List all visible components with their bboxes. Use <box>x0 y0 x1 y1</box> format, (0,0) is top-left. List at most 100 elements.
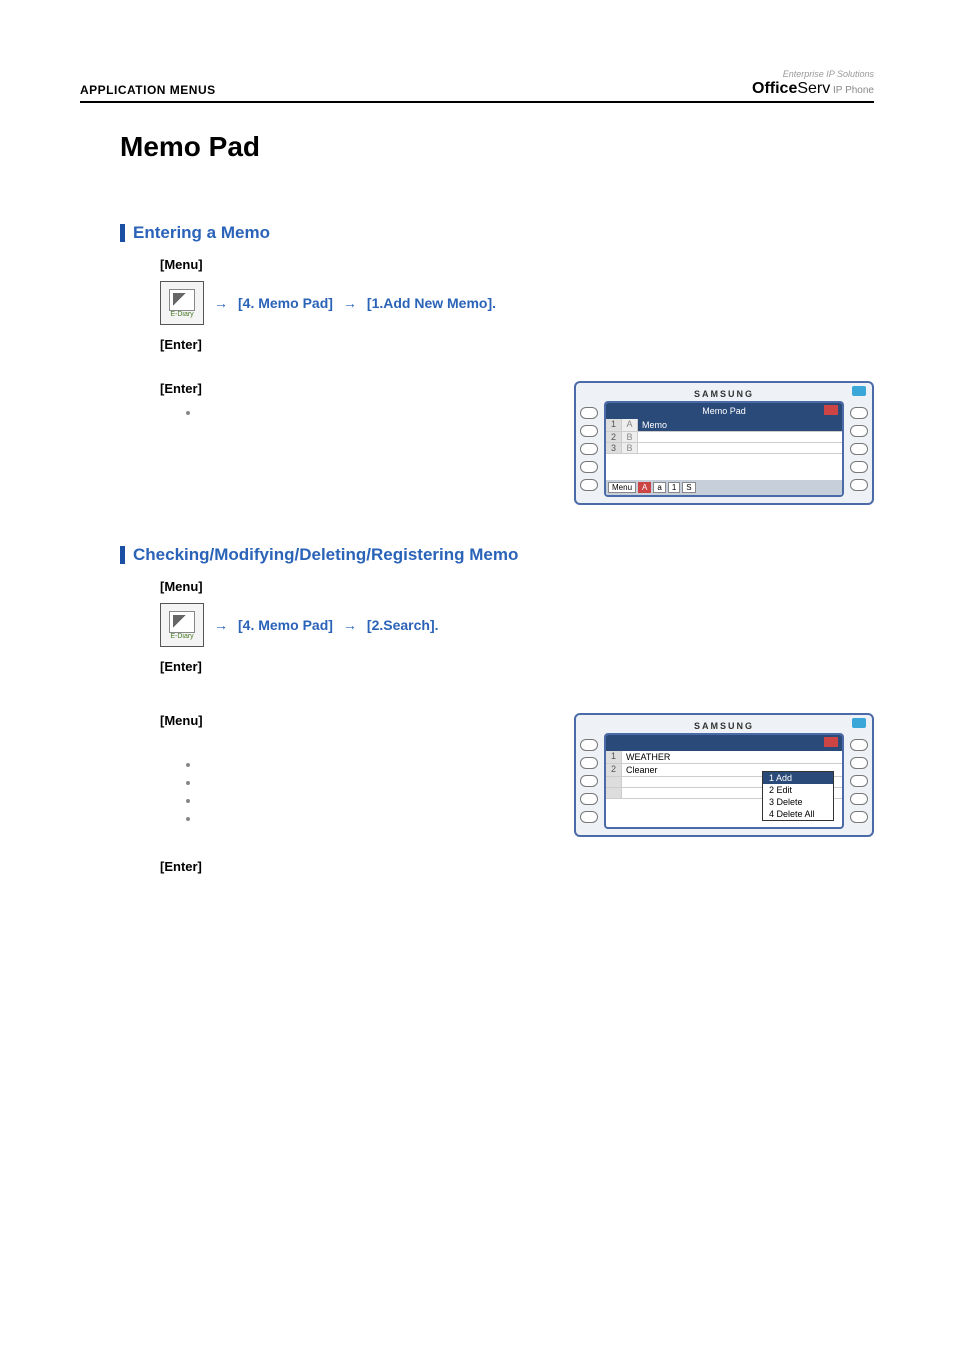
row-key: A <box>622 419 638 431</box>
path-segment: [4. Memo Pad] <box>238 617 333 633</box>
softkey[interactable] <box>580 407 598 419</box>
enter-key-label: [Enter] <box>160 659 202 674</box>
bullet-item <box>200 811 554 825</box>
softkey[interactable] <box>850 775 868 787</box>
memo-row[interactable]: 3 B <box>606 443 842 454</box>
text-line: [Menu] <box>160 579 874 595</box>
softkey[interactable] <box>580 775 598 787</box>
softkey[interactable] <box>580 757 598 769</box>
menu-key-label: [Menu] <box>160 257 203 272</box>
right-softkeys <box>848 401 870 497</box>
device-screen: Memo Pad 1 A Memo 2 B <box>604 401 844 497</box>
softkey[interactable] <box>850 425 868 437</box>
row-value <box>638 443 842 453</box>
section-bar-icon <box>120 224 125 242</box>
softkey[interactable] <box>850 461 868 473</box>
row-number: 2 <box>606 432 622 442</box>
list-row[interactable]: 1 WEATHER <box>606 751 842 764</box>
nav-path-b: E-Diary → [4. Memo Pad] → [2.Search]. <box>160 603 874 647</box>
softkey[interactable] <box>580 443 598 455</box>
bullet-item <box>200 793 554 807</box>
bullet-item <box>200 757 554 771</box>
e-diary-icon: E-Diary <box>160 603 204 647</box>
section-entering-memo: Entering a Memo <box>120 223 874 243</box>
text-line: [Enter] <box>160 381 554 397</box>
path-segment: [4. Memo Pad] <box>238 295 333 311</box>
softkey[interactable] <box>580 739 598 751</box>
bullet-list <box>200 757 554 825</box>
softkey[interactable] <box>580 793 598 805</box>
screen-title: Memo Pad <box>702 406 746 416</box>
enter-key-label: [Enter] <box>160 859 202 874</box>
enter-key-label: [Enter] <box>160 337 202 352</box>
device-screenshot-1: SAMSUNG Memo Pad 1 <box>574 381 874 505</box>
left-softkeys <box>578 401 600 497</box>
e-diary-icon: E-Diary <box>160 281 204 325</box>
row-key: B <box>622 432 638 442</box>
memo-row[interactable]: 1 A Memo <box>606 419 842 432</box>
softkey[interactable] <box>580 425 598 437</box>
screen-title <box>723 738 726 748</box>
softkey[interactable] <box>850 407 868 419</box>
device-brand: SAMSUNG <box>578 387 870 401</box>
brand-serv: Serv <box>797 80 830 97</box>
row-number: 1 <box>606 419 622 431</box>
bullet-list <box>200 405 554 419</box>
led-icon <box>852 718 866 728</box>
mode-chip[interactable]: 1 <box>668 482 680 493</box>
menu-item-delete-all[interactable]: 4 Delete All <box>763 808 833 820</box>
softkey[interactable] <box>580 811 598 823</box>
device-brand: SAMSUNG <box>578 719 870 733</box>
row-number: 1 <box>606 751 622 763</box>
screen-titlebar <box>606 735 842 751</box>
text-line: [Enter] <box>160 859 554 875</box>
text-line: [Menu] <box>160 713 554 729</box>
mode-chip[interactable]: a <box>653 482 665 493</box>
flag-icon <box>824 405 838 415</box>
device-screenshot-2: SAMSUNG 1 <box>574 713 874 837</box>
row-number: 3 <box>606 443 622 453</box>
row-value: WEATHER <box>622 751 842 763</box>
softkey[interactable] <box>850 443 868 455</box>
led-icon <box>852 386 866 396</box>
row-key: B <box>622 443 638 453</box>
brand-subtitle: Enterprise IP Solutions <box>752 70 874 80</box>
brand-block: Enterprise IP Solutions OfficeServ IP Ph… <box>752 70 874 97</box>
header-left-label: APPLICATION MENUS <box>80 83 216 97</box>
text-line: [Enter] <box>160 337 874 353</box>
section-checking-memo: Checking/Modifying/Deleting/Registering … <box>120 545 874 565</box>
page-title: Memo Pad <box>120 131 874 163</box>
softkey[interactable] <box>850 793 868 805</box>
row-number: 2 <box>606 764 622 776</box>
arrow-icon: → <box>343 295 357 311</box>
left-softkeys <box>578 733 600 829</box>
menu-key-label: [Menu] <box>160 579 203 594</box>
enter-key-label: [Enter] <box>160 381 202 396</box>
screen-titlebar: Memo Pad <box>606 403 842 419</box>
softkey[interactable] <box>850 757 868 769</box>
softkey[interactable] <box>580 479 598 491</box>
memo-rows: 1 A Memo 2 B 3 B <box>606 419 842 480</box>
menu-item-delete[interactable]: 3 Delete <box>763 796 833 808</box>
mode-chip[interactable]: A <box>638 482 651 493</box>
brand-office: Office <box>752 80 797 97</box>
menu-item-edit[interactable]: 2 Edit <box>763 784 833 796</box>
device-screen: 1 WEATHER 2 Cleaner 1 Add 2 Edit <box>604 733 844 829</box>
page-header: APPLICATION MENUS Enterprise IP Solution… <box>80 70 874 103</box>
bullet-item <box>200 405 554 419</box>
brand-tag: IP Phone <box>830 85 874 96</box>
softkey[interactable] <box>580 461 598 473</box>
bullet-item <box>200 775 554 789</box>
menu-item-add[interactable]: 1 Add <box>763 772 833 784</box>
softkey[interactable] <box>850 739 868 751</box>
path-segment: [2.Search]. <box>367 617 439 633</box>
arrow-icon: → <box>343 617 357 633</box>
softkey[interactable] <box>850 479 868 491</box>
softkey[interactable] <box>850 811 868 823</box>
nav-path-a: E-Diary → [4. Memo Pad] → [1.Add New Mem… <box>160 281 874 325</box>
mode-chip[interactable]: S <box>682 482 695 493</box>
right-softkeys <box>848 733 870 829</box>
memo-row[interactable]: 2 B <box>606 432 842 443</box>
flag-icon <box>824 737 838 747</box>
footer-menu-label[interactable]: Menu <box>608 482 636 493</box>
